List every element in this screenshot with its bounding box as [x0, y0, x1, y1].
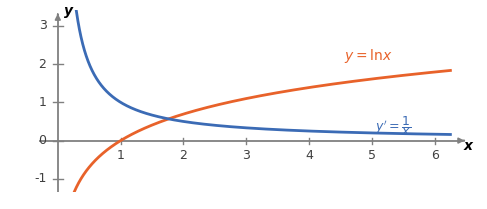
- Text: $\bfit{y}$: $\bfit{y}$: [63, 5, 75, 20]
- Text: $\bfit{x}$: $\bfit{x}$: [463, 139, 475, 153]
- Text: 1: 1: [38, 96, 46, 109]
- Text: 0: 0: [38, 134, 46, 147]
- Text: 6: 6: [431, 149, 439, 162]
- Text: 1: 1: [117, 149, 125, 162]
- Text: 3: 3: [38, 19, 46, 32]
- Text: 2: 2: [180, 149, 187, 162]
- Text: 2: 2: [38, 57, 46, 71]
- Text: 3: 3: [243, 149, 250, 162]
- Text: $y = \mathrm{ln}x$: $y = \mathrm{ln}x$: [344, 47, 392, 65]
- Text: $y' = \dfrac{1}{x}$: $y' = \dfrac{1}{x}$: [375, 114, 412, 138]
- Text: 4: 4: [305, 149, 313, 162]
- Text: 5: 5: [368, 149, 376, 162]
- Text: -1: -1: [34, 172, 46, 185]
